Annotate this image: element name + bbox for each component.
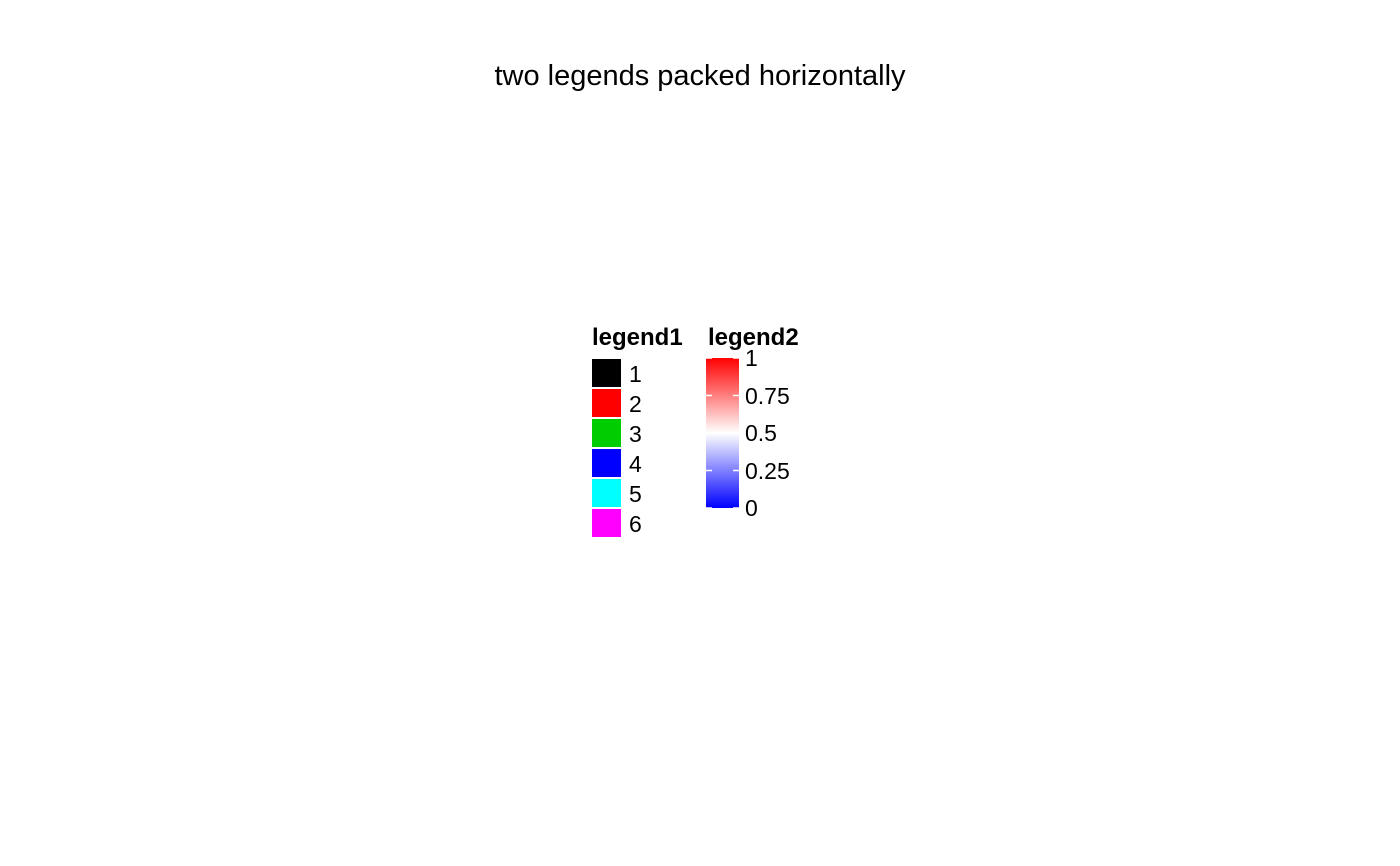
legend1-label: 6	[629, 511, 642, 537]
legend1-title: legend1	[592, 324, 683, 351]
legend1-label: 2	[629, 391, 642, 417]
legend2-colorbar: 1 0.75 0.5 0.25 0	[706, 345, 836, 521]
legend1-swatch	[592, 479, 621, 507]
legend2-tick-label: 0.75	[745, 382, 790, 409]
legend1-label: 4	[629, 451, 642, 477]
legend1-swatch	[592, 449, 621, 477]
legend1-label: 3	[629, 421, 642, 447]
legend2-colorbar-svg	[706, 357, 739, 509]
legend2-tick-label: 0.25	[745, 457, 790, 484]
legend2-tick-label: 0.5	[745, 420, 777, 446]
legend2-title: legend2	[708, 324, 799, 351]
legend2-tick-label: 1	[745, 345, 758, 371]
legend1-swatch	[592, 389, 621, 417]
legend1-swatch	[592, 509, 621, 537]
page-title: two legends packed horizontally	[494, 60, 906, 92]
legend1-swatch	[592, 419, 621, 447]
legend1-label: 1	[629, 361, 642, 387]
legend1-label: 5	[629, 481, 642, 507]
legend2-tick-label: 0	[745, 495, 758, 521]
legend1-swatch	[592, 359, 621, 387]
